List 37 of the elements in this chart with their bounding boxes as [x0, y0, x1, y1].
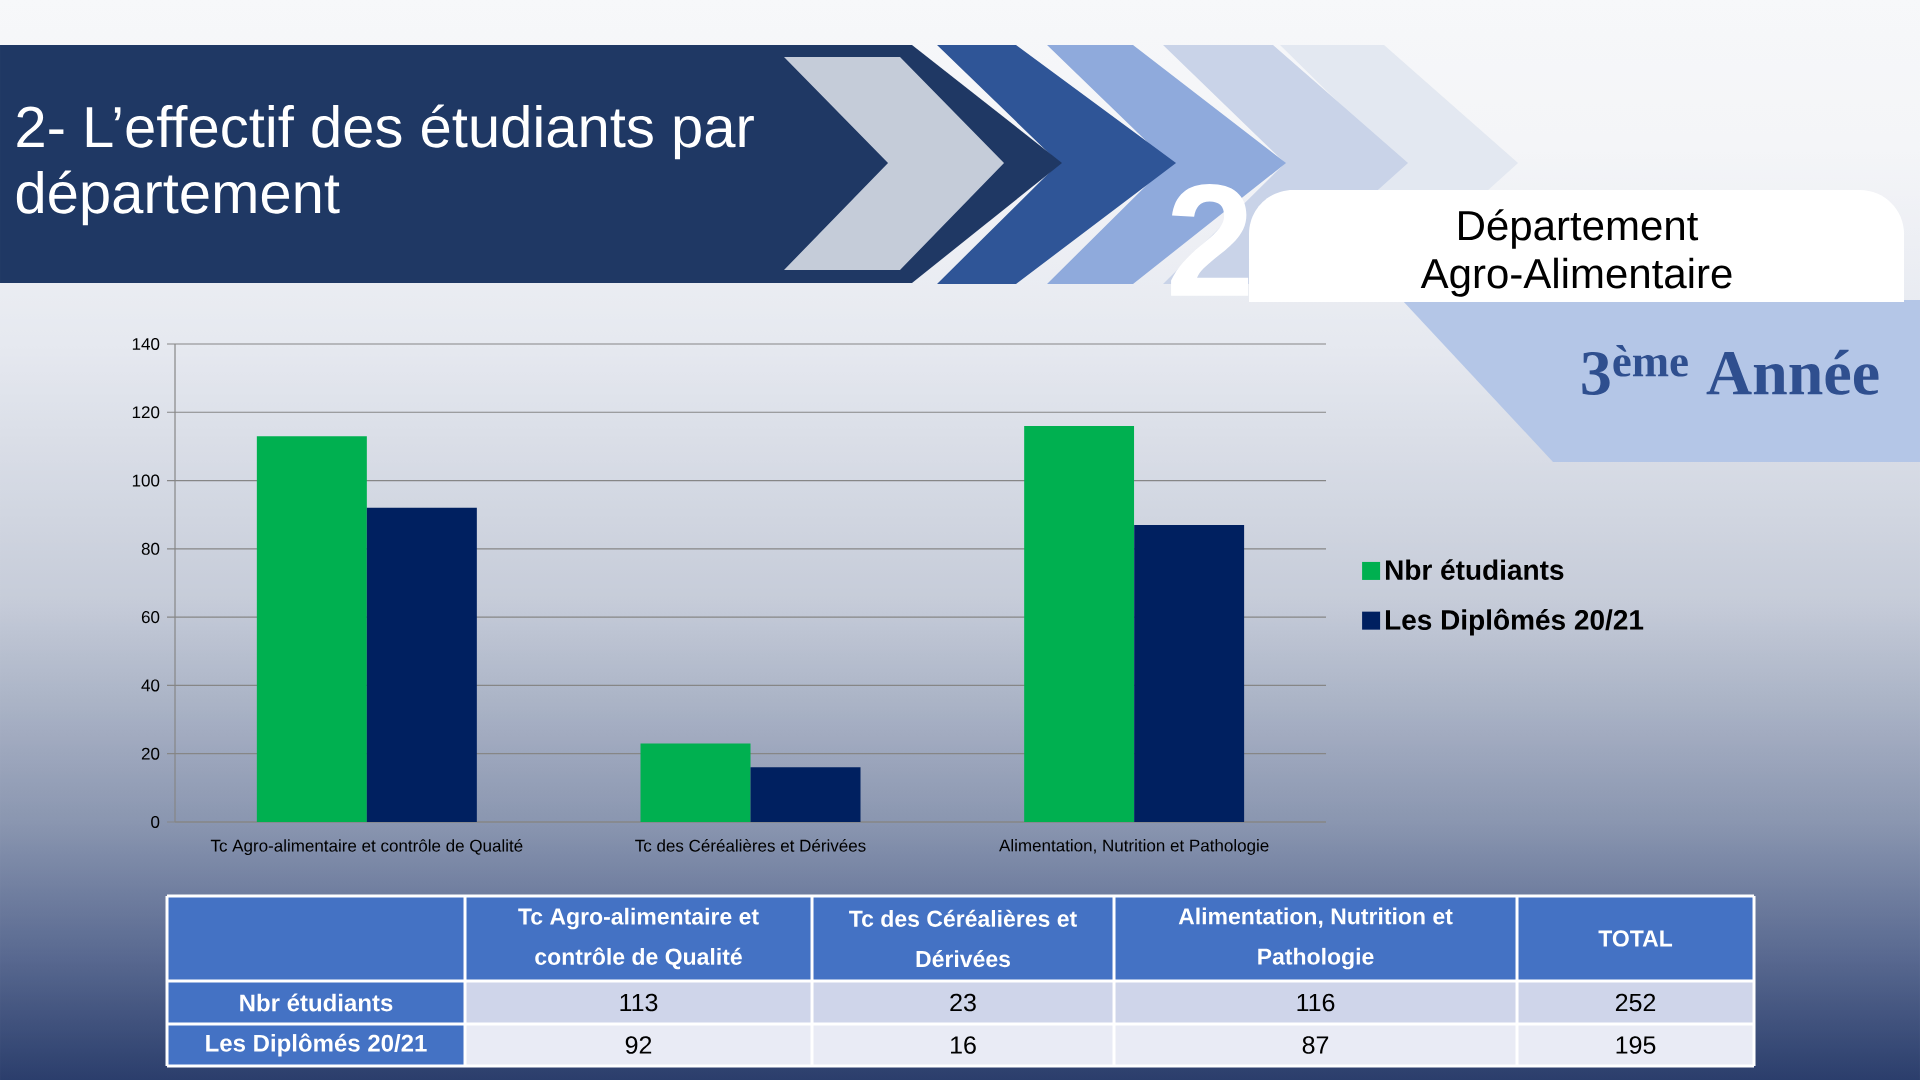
- text: 16: [951, 1036, 976, 1054]
- bar: [1024, 425, 1135, 822]
- text: 3$^{ème}$ Année: [1582, 345, 1879, 395]
- y-tick-label: 20: [141, 747, 160, 760]
- text: TOTAL: [1598, 930, 1673, 947]
- text: 87: [1302, 1036, 1329, 1054]
- bar: [640, 743, 751, 822]
- legend-label: Les Diplômés 20/21: [1385, 608, 1644, 636]
- y-tick-label: 60: [141, 611, 160, 624]
- y-tick-label: 40: [141, 679, 160, 692]
- bar: [256, 436, 367, 822]
- text: 23: [950, 993, 976, 1012]
- text: 92: [625, 1036, 652, 1054]
- text: 116: [1297, 993, 1335, 1012]
- legend-label: Nbr étudiants: [1385, 559, 1564, 580]
- text: 195: [1616, 1036, 1656, 1054]
- text: 2: [1171, 184, 1249, 296]
- category-label: Tc des Céréalières et Dérivées: [849, 909, 1077, 968]
- text: 252: [1615, 993, 1656, 1012]
- bar: [366, 507, 477, 822]
- text: 113: [620, 993, 658, 1012]
- category-label: Tc Agro-alimentaire et contrôle de Qualité: [518, 907, 759, 970]
- category-label: Alimentation, Nutrition et Pathologie: [1178, 907, 1453, 970]
- chart-title: 2- L’effectif des étudiants par département: [16, 104, 754, 226]
- text: Département Agro-Alimentaire: [1420, 209, 1732, 297]
- y-tick-label: 80: [141, 542, 160, 555]
- bar: [750, 767, 861, 822]
- bar: [1134, 524, 1245, 822]
- y-tick-label: 0: [151, 815, 160, 828]
- y-tick-label: 120: [132, 406, 160, 419]
- y-tick-label: 100: [132, 474, 160, 487]
- x-tick-label: Tc Agro-alimentaire et contrôle de Qualité: [210, 839, 523, 856]
- text: Nbr étudiants: [240, 993, 393, 1012]
- text: Les Diplômés 20/21: [206, 1033, 427, 1057]
- x-tick-label: Alimentation, Nutrition et Pathologie: [999, 839, 1269, 855]
- y-tick-label: 140: [132, 337, 160, 350]
- x-tick-label: Tc des Céréalières et Dérivées: [635, 839, 866, 852]
